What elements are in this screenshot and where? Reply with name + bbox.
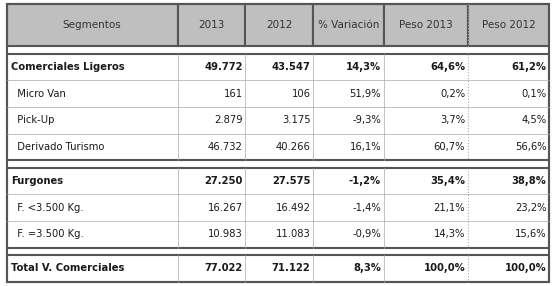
Text: 100,0%: 100,0% (424, 263, 465, 273)
Text: 11.083: 11.083 (276, 229, 310, 239)
Bar (7, 168, 549, 248)
Text: 106: 106 (291, 89, 310, 99)
Text: 2.879: 2.879 (214, 115, 242, 125)
Text: 14,3%: 14,3% (434, 229, 465, 239)
Text: 64,6%: 64,6% (430, 62, 465, 72)
Bar (313, 4, 384, 46)
Text: 38,8%: 38,8% (512, 176, 547, 186)
Text: -0,9%: -0,9% (353, 229, 381, 239)
Text: 23,2%: 23,2% (515, 203, 547, 213)
Text: Pick-Up: Pick-Up (11, 115, 54, 125)
Text: 35,4%: 35,4% (430, 176, 465, 186)
Text: 2012: 2012 (266, 20, 292, 30)
Text: 56,6%: 56,6% (515, 142, 547, 152)
Text: 60,7%: 60,7% (434, 142, 465, 152)
Text: 0,1%: 0,1% (522, 89, 547, 99)
Text: 161: 161 (224, 89, 242, 99)
Text: 71.122: 71.122 (272, 263, 310, 273)
Text: 16,1%: 16,1% (349, 142, 381, 152)
Text: 27.575: 27.575 (272, 176, 310, 186)
Text: F. <3.500 Kg.: F. <3.500 Kg. (11, 203, 84, 213)
Text: 61,2%: 61,2% (512, 62, 547, 72)
Text: 51,9%: 51,9% (349, 89, 381, 99)
Text: Peso 2012: Peso 2012 (481, 20, 535, 30)
Text: 16.492: 16.492 (275, 203, 310, 213)
Text: 43.547: 43.547 (272, 62, 310, 72)
Text: 16.267: 16.267 (207, 203, 242, 213)
Text: 15,6%: 15,6% (515, 229, 547, 239)
Text: Furgones: Furgones (11, 176, 63, 186)
Text: 4,5%: 4,5% (522, 115, 547, 125)
Text: 27.250: 27.250 (204, 176, 242, 186)
Text: 46.732: 46.732 (208, 142, 242, 152)
Text: 0,2%: 0,2% (440, 89, 465, 99)
Bar (7, 4, 177, 46)
Text: -1,2%: -1,2% (349, 176, 381, 186)
Text: Derivado Turismo: Derivado Turismo (11, 142, 105, 152)
Bar (245, 4, 313, 46)
Text: Comerciales Ligeros: Comerciales Ligeros (11, 62, 125, 72)
Bar (177, 4, 245, 46)
Text: 2013: 2013 (198, 20, 225, 30)
Text: -1,4%: -1,4% (353, 203, 381, 213)
Text: 14,3%: 14,3% (346, 62, 381, 72)
Bar (7, 255, 549, 282)
Text: 3,7%: 3,7% (440, 115, 465, 125)
Text: Micro Van: Micro Van (11, 89, 66, 99)
Text: 49.772: 49.772 (204, 62, 242, 72)
Bar (7, 53, 549, 160)
Text: 8,3%: 8,3% (353, 263, 381, 273)
Text: Segmentos: Segmentos (63, 20, 122, 30)
Text: 3.175: 3.175 (282, 115, 310, 125)
Text: 100,0%: 100,0% (505, 263, 547, 273)
Text: 77.022: 77.022 (205, 263, 242, 273)
Bar (468, 4, 549, 46)
Text: % Variación: % Variación (318, 20, 379, 30)
Text: 21,1%: 21,1% (434, 203, 465, 213)
Text: Total V. Comerciales: Total V. Comerciales (11, 263, 125, 273)
Bar (384, 4, 468, 46)
Text: 40.266: 40.266 (276, 142, 310, 152)
Text: Peso 2013: Peso 2013 (399, 20, 453, 30)
Text: F. =3.500 Kg.: F. =3.500 Kg. (11, 229, 84, 239)
Text: -9,3%: -9,3% (353, 115, 381, 125)
Text: 10.983: 10.983 (208, 229, 242, 239)
